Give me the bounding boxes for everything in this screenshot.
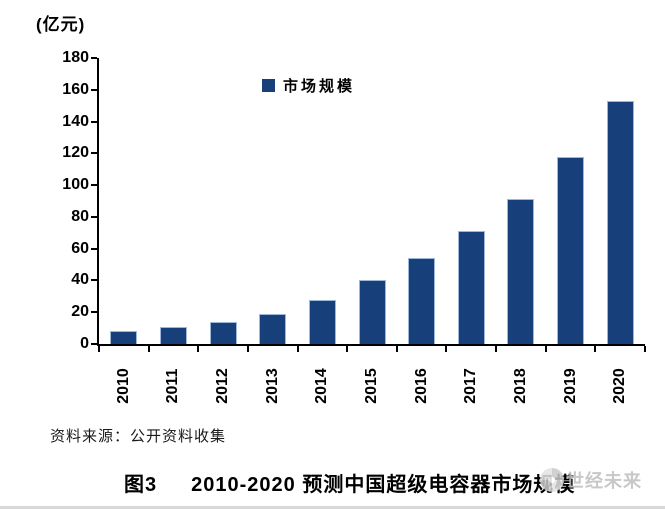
x-axis-tick-mark <box>346 346 349 352</box>
figure-caption-number: 图3 <box>124 474 158 496</box>
x-axis-tick-mark <box>197 346 200 352</box>
y-axis-tick-label: 40 <box>71 271 89 289</box>
x-axis-label-2012: 2012 <box>214 368 232 404</box>
y-axis-tick-label: 100 <box>62 176 89 194</box>
y-axis-tick-label: 60 <box>71 239 89 257</box>
y-axis-tick-label: 20 <box>71 303 89 321</box>
watermark-logo-icon <box>540 468 564 492</box>
y-axis-tick-mark <box>91 184 97 187</box>
bar-2014 <box>308 299 336 344</box>
x-axis-tick-mark <box>644 346 646 352</box>
y-axis-tick-mark <box>91 247 97 250</box>
x-axis-label-2019: 2019 <box>561 368 579 404</box>
x-axis-tick-mark <box>544 346 547 352</box>
bar-2012 <box>209 321 237 344</box>
x-axis-tick-mark <box>445 346 448 352</box>
x-axis-tick-mark <box>296 346 299 352</box>
y-axis-tick-mark <box>91 152 97 155</box>
x-axis-tick-mark <box>395 346 398 352</box>
bar-2011 <box>159 326 187 344</box>
y-axis-tick-label: 140 <box>62 112 89 130</box>
bar-2019 <box>557 156 585 344</box>
y-axis-tick-label: 160 <box>62 80 89 98</box>
bar-2017 <box>457 231 485 344</box>
x-axis-label-2014: 2014 <box>313 368 331 404</box>
bar-2010 <box>110 331 138 344</box>
y-axis-tick-mark <box>91 279 97 282</box>
x-axis-label-2011: 2011 <box>164 368 182 404</box>
x-axis-tick-mark <box>594 346 597 352</box>
y-axis-tick-label: 120 <box>62 144 89 162</box>
y-axis-tick-mark <box>91 120 97 123</box>
y-axis-tick-label: 80 <box>71 207 89 225</box>
x-axis-label-2016: 2016 <box>412 368 430 404</box>
x-axis-label-2015: 2015 <box>363 368 380 404</box>
y-axis-tick-mark <box>91 343 97 345</box>
y-axis-tick-label: 180 <box>62 49 89 66</box>
bar-2015 <box>358 280 386 344</box>
bar-2020 <box>606 100 634 344</box>
figure-caption: 图3 2010-2020 预测中国超级电容器市场规模 <box>124 468 575 497</box>
chart-legend: 市场规模 <box>262 75 355 96</box>
legend-swatch-icon <box>262 79 275 92</box>
legend-label: 市场规模 <box>283 78 356 95</box>
x-axis-label-2010: 2010 <box>114 368 132 404</box>
y-axis-tick-mark <box>91 57 97 59</box>
x-axis-tick-mark <box>495 346 498 352</box>
bar-chart-plot-area: 0 20 40 60 80 100 120 140 160 180 2010 2011 2012 2013… <box>62 49 646 404</box>
x-axis-tick-mark <box>98 346 100 352</box>
source-note: 资料来源：公开资料收集 <box>50 428 227 445</box>
x-axis-label-2018: 2018 <box>511 368 529 404</box>
y-axis-tick-label: 0 <box>80 335 89 352</box>
x-axis-label-2013: 2013 <box>263 368 281 404</box>
watermark-text: 世经未来 <box>566 471 642 491</box>
bar-2018 <box>507 199 535 344</box>
bar-2013 <box>259 313 287 344</box>
y-axis-tick-mark <box>91 215 97 218</box>
x-axis-label-2020: 2020 <box>611 368 629 404</box>
x-axis-tick-mark <box>147 346 150 352</box>
y-axis-tick-mark <box>91 311 97 314</box>
figure-caption-text: 2010-2020 预测中国超级电容器市场规模 <box>191 474 576 496</box>
bottom-divider <box>0 506 665 509</box>
y-axis-unit-label: (亿元) <box>36 15 86 34</box>
x-axis-label-2017: 2017 <box>462 368 480 404</box>
y-axis-tick-mark <box>91 88 97 91</box>
x-axis-tick-mark <box>246 346 249 352</box>
bar-2016 <box>408 258 436 344</box>
watermark: 世经未来 <box>540 467 642 493</box>
